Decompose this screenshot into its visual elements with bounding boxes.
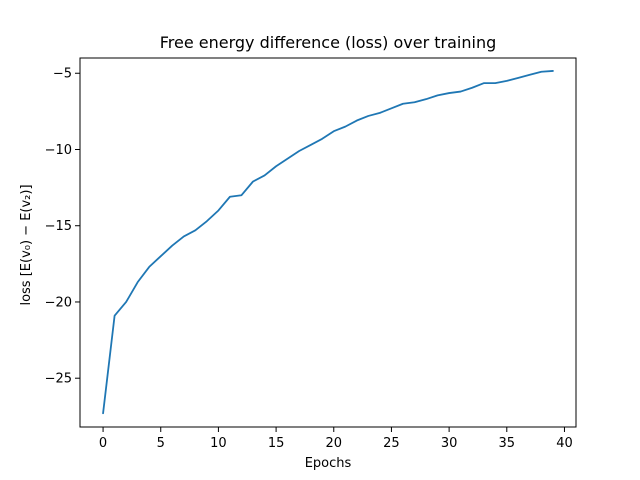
x-tick-label: 20 [325,436,342,451]
y-tick-label: −20 [45,295,72,310]
y-axis-ticks: −25 −20 −15 −10 −5 [45,67,80,387]
x-tick-label: 25 [383,436,400,451]
x-axis-ticks: 0 5 10 15 20 25 30 35 40 [99,427,573,451]
y-axis-label: loss [E(v₀) − E(v₂)] [19,184,34,305]
x-tick-label: 5 [157,436,165,451]
x-tick-label: 40 [556,436,573,451]
plot-frame [79,57,577,428]
x-tick-label: 35 [499,436,516,451]
series-line-0 [102,70,554,415]
y-tick-label: −25 [45,372,72,387]
plot-area [79,57,577,428]
x-tick-label: 10 [210,436,227,451]
x-tick-label: 0 [99,436,107,451]
x-tick-label: 15 [268,436,285,451]
x-axis-label: Epochs [305,456,352,471]
y-tick-label: −15 [45,219,72,234]
series-layer [102,70,554,415]
y-tick-label: −10 [45,143,72,158]
chart-title: Free energy difference (loss) over train… [160,33,497,52]
y-tick-label: −5 [53,67,72,82]
x-tick-label: 30 [441,436,458,451]
